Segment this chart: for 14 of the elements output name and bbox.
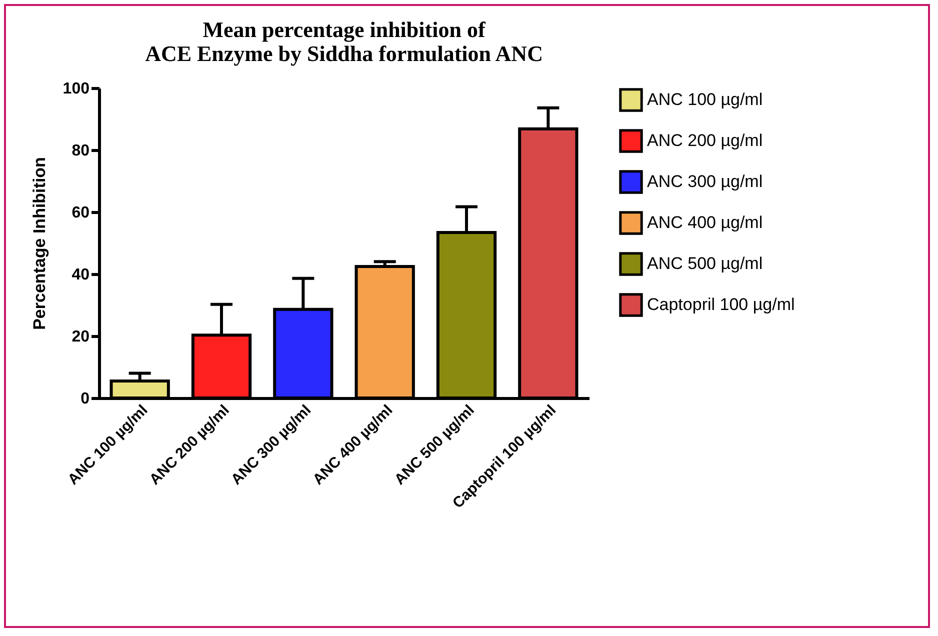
y-tick-label: 40 [72, 266, 90, 284]
y-tick-label: 0 [80, 390, 90, 408]
legend-label: ANC 500 µg/ml [647, 254, 763, 273]
y-tick-label: 100 [62, 80, 90, 98]
y-tick-label: 20 [72, 328, 90, 346]
legend-label: ANC 100 µg/ml [647, 90, 763, 109]
legend-label: ANC 200 µg/ml [647, 131, 763, 150]
legend-label: Captopril 100 µg/ml [647, 295, 795, 314]
y-tick-label: 80 [72, 142, 90, 160]
chart-title: Mean percentage inhibition of ACE Enzyme by Siddha formulation ANC [145, 17, 543, 66]
legend-label: ANC 300 µg/ml [647, 172, 763, 191]
y-axis-title: Percentage Inhibition [30, 157, 49, 330]
y-tick-label: 60 [72, 204, 90, 222]
legend-label: ANC 400 µg/ml [647, 213, 763, 232]
